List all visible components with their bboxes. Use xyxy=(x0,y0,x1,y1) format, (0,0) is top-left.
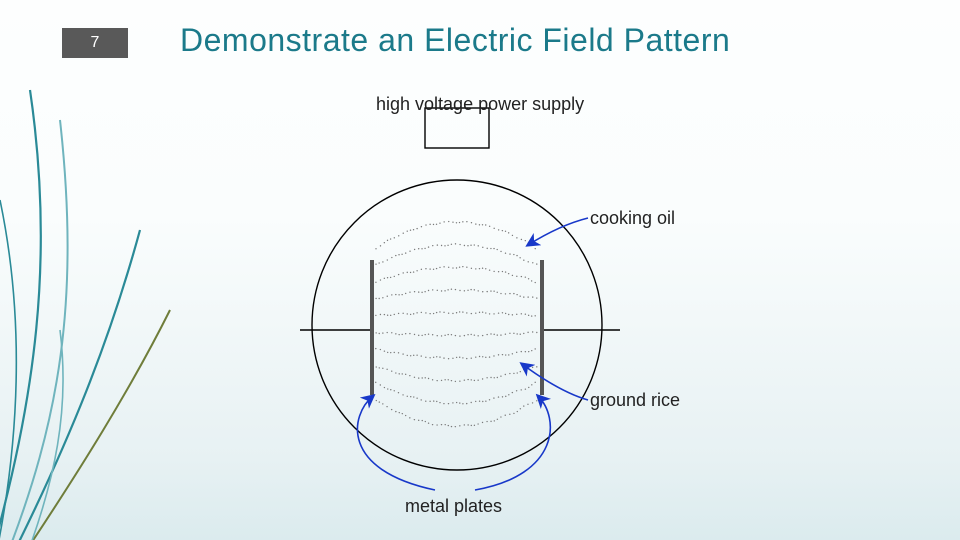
label-metal-plates: metal plates xyxy=(405,496,502,517)
label-cooking-oil: cooking oil xyxy=(590,208,675,229)
diagram-svg xyxy=(260,80,740,510)
decor-curves xyxy=(0,0,180,540)
diagram: high voltage power supply cooking oil gr… xyxy=(260,80,740,510)
label-power-supply: high voltage power supply xyxy=(376,94,584,115)
page-number-badge: 7 xyxy=(62,28,128,58)
slide-title: Demonstrate an Electric Field Pattern xyxy=(180,22,730,59)
label-ground-rice: ground rice xyxy=(590,390,680,411)
slide: 7 Demonstrate an Electric Field Pattern … xyxy=(0,0,960,540)
page-number: 7 xyxy=(91,34,100,51)
